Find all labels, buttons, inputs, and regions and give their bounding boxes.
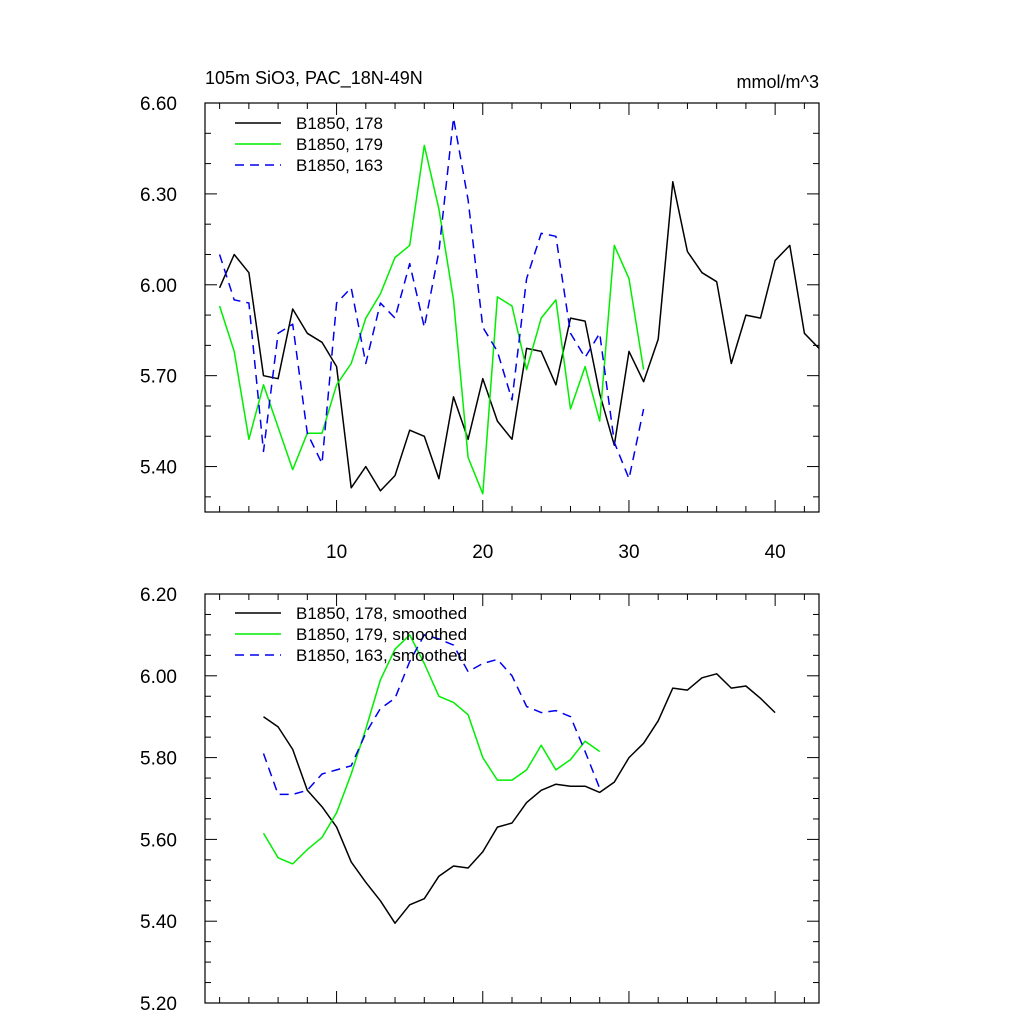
units-label: mmol/m^3 — [737, 72, 819, 92]
x-tick-label: 40 — [765, 542, 786, 563]
y-tick-label: 5.70 — [140, 367, 177, 388]
y-tick-label: 5.20 — [140, 994, 177, 1015]
chart-title: 105m SiO3, PAC_18N-49N — [205, 68, 423, 89]
y-tick-label: 5.40 — [140, 912, 177, 933]
y-tick-label: 6.60 — [140, 94, 177, 115]
series-line-1 — [263, 673, 776, 924]
top-panel: 105m SiO3, PAC_18N-49N mmol/m^3 5.40 5.70… — [140, 68, 820, 563]
x-tick-label: 10 — [326, 542, 347, 563]
legend-label: B1850, 163, smoothed — [296, 646, 467, 665]
legend-label: B1850, 179 — [296, 135, 383, 154]
legend-label: B1850, 178 — [296, 114, 383, 133]
x-tick-label: 30 — [618, 542, 639, 563]
legend-label: B1850, 163 — [296, 156, 383, 175]
series-line-3 — [262, 634, 601, 796]
y-tick-label: 6.30 — [140, 185, 177, 206]
y-tick-label: 5.40 — [140, 458, 177, 479]
x-tick-label: 20 — [472, 542, 493, 563]
series-line-3 — [218, 117, 645, 480]
y-tick-label: 5.80 — [140, 749, 177, 770]
series-line-2 — [218, 144, 645, 495]
y-tick-label: 5.60 — [140, 830, 177, 851]
series-line-1 — [218, 181, 820, 492]
legend-label: B1850, 178, smoothed — [296, 604, 467, 623]
y-tick-label: 6.00 — [140, 276, 177, 297]
y-tick-label: 6.20 — [140, 585, 177, 606]
bottom-panel: 5.20 5.40 5.60 5.80 6.00 6.20 B1850, 178, smoo… — [140, 585, 820, 1015]
legend-label: B1850, 179, smoothed — [296, 625, 467, 644]
series-line-2 — [262, 634, 601, 865]
y-tick-label: 6.00 — [140, 667, 177, 688]
